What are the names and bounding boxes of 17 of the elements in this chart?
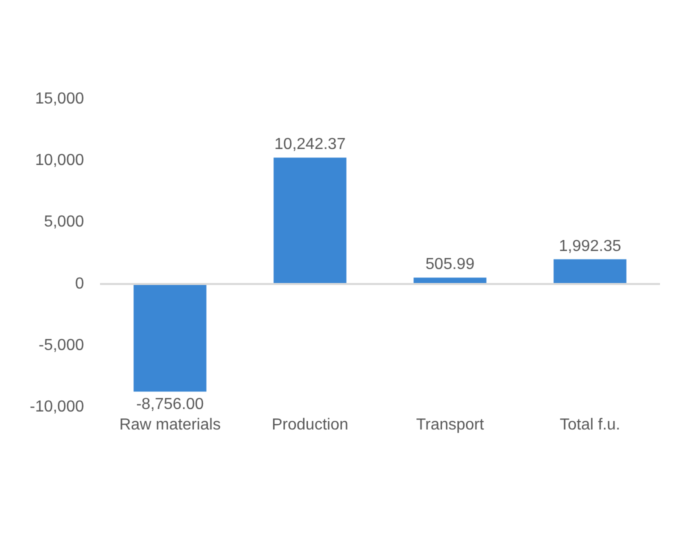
x-tick-label: Production (272, 416, 348, 434)
y-tick-label: 5,000 (44, 214, 84, 231)
bar (554, 259, 626, 284)
x-tick-label: Raw materials (119, 416, 221, 434)
bar (274, 158, 346, 284)
x-tick-label: Total f.u. (560, 416, 620, 434)
data-label: 505.99 (426, 256, 475, 274)
y-tick-label: -5,000 (38, 336, 84, 354)
y-tick-label: 10,000 (35, 152, 84, 170)
bar (134, 284, 206, 392)
x-tick-label: Transport (416, 416, 484, 434)
data-label: 10,242.37 (274, 136, 346, 154)
y-tick-label: -10,000 (30, 398, 84, 416)
y-tick-label: 0 (75, 275, 84, 292)
data-label: 1,992.35 (558, 238, 622, 255)
y-tick-label: 15,000 (35, 90, 84, 108)
data-label: -8,756.00 (136, 396, 204, 414)
